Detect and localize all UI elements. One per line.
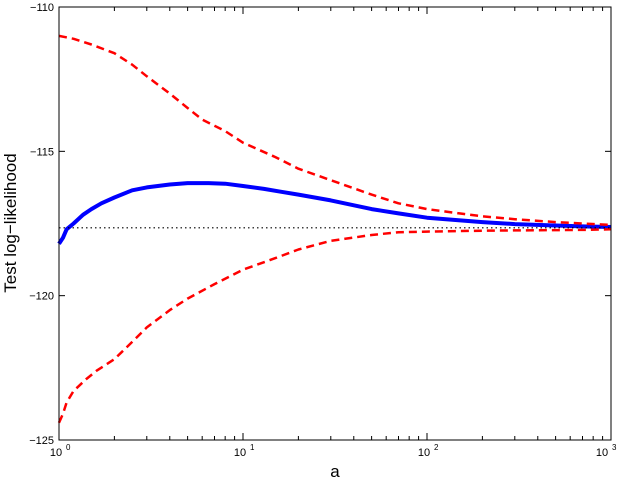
series-line-1-dashed (58, 34, 612, 227)
y-tick-label: −125 (29, 435, 54, 447)
y-tick-label: −110 (30, 2, 54, 14)
x-tick-label-exponent: 2 (434, 443, 439, 452)
x-tick-label-base: 10 (418, 447, 430, 459)
y-tick-label: −115 (30, 146, 54, 158)
series-line-0-solid (57, 181, 612, 245)
plot-frame (58, 6, 612, 441)
series-layer (57, 34, 612, 424)
x-tick-label-exponent: 3 (612, 443, 617, 452)
y-tick-label: −120 (29, 291, 54, 303)
x-tick-label-base: 10 (596, 447, 608, 459)
x-tick-label-exponent: 1 (250, 443, 255, 452)
series-line-2-dashed (57, 228, 612, 424)
y-axis-label: Test log−likelihood (1, 153, 20, 292)
x-tick-label-base: 10 (234, 447, 246, 459)
x-axis-label: a (330, 462, 340, 481)
x-tick-label-exponent: 0 (66, 443, 71, 452)
x-tick-label-base: 10 (50, 447, 62, 459)
